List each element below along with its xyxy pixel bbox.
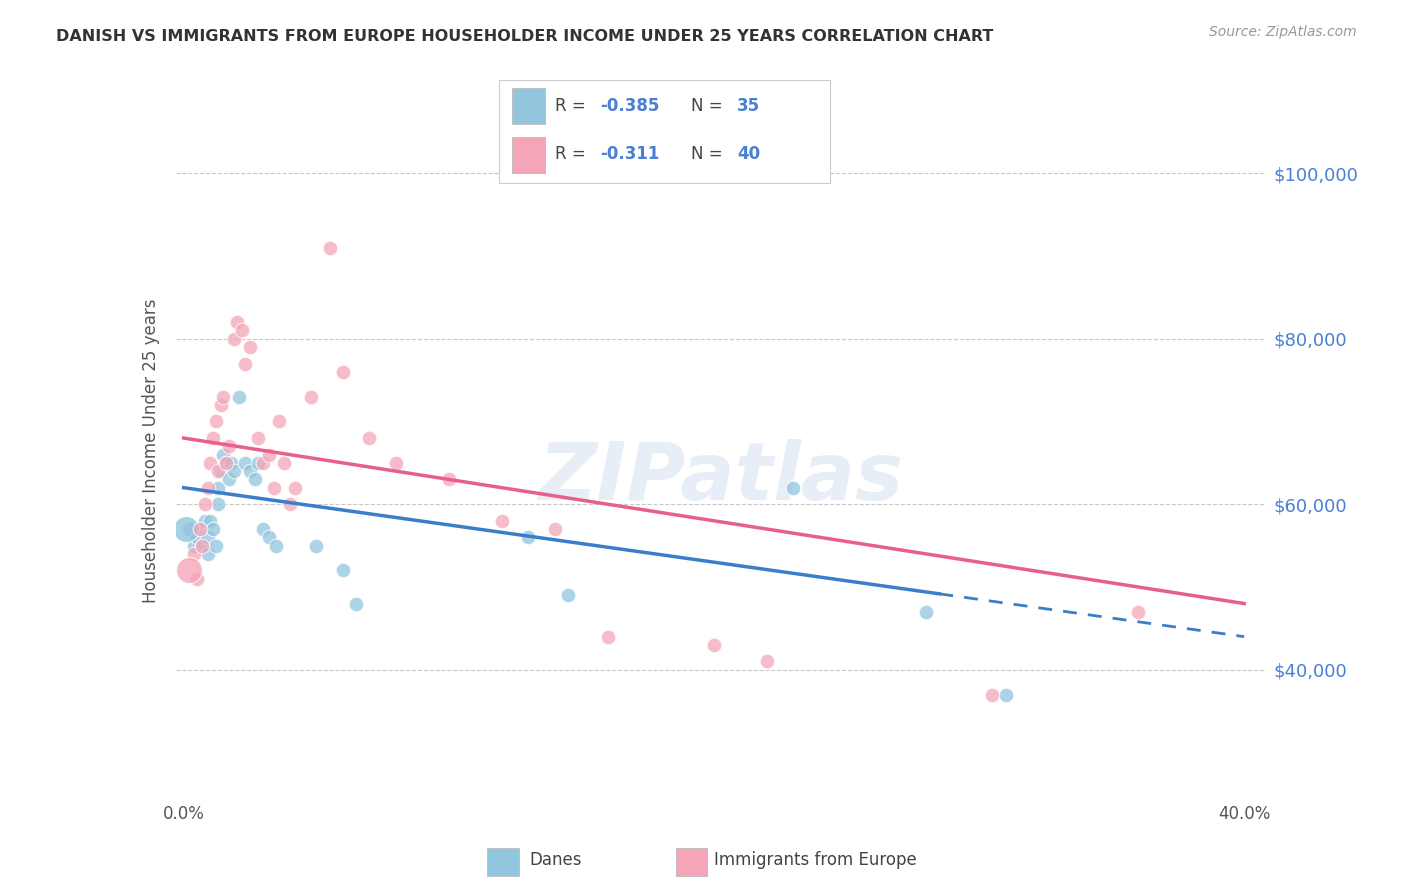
Point: [385, 456, 408, 470]
Point: [557, 588, 579, 602]
Point: [191, 539, 214, 553]
Point: [212, 448, 235, 462]
Point: [994, 688, 1017, 702]
Point: [188, 522, 211, 536]
Point: [201, 431, 224, 445]
Point: [183, 539, 205, 553]
Point: [252, 456, 274, 470]
Text: ZIPatlas: ZIPatlas: [538, 439, 903, 517]
Point: [177, 564, 200, 578]
Point: [544, 522, 567, 536]
Text: -0.311: -0.311: [600, 145, 659, 163]
Point: [981, 688, 1004, 702]
Point: [517, 530, 540, 544]
Point: [218, 439, 240, 453]
Point: [344, 597, 367, 611]
Text: Danes: Danes: [530, 851, 582, 870]
Point: [596, 630, 619, 644]
Bar: [512, 136, 546, 173]
Text: 40: 40: [737, 145, 761, 163]
Point: [245, 472, 267, 486]
Point: [197, 530, 219, 544]
Point: [233, 357, 256, 371]
Point: [188, 522, 211, 536]
Y-axis label: Householder Income Under 25 years: Householder Income Under 25 years: [142, 298, 160, 603]
Point: [332, 365, 354, 379]
Point: [191, 539, 214, 553]
Point: [197, 481, 219, 495]
Point: [246, 456, 269, 470]
Point: [194, 497, 217, 511]
Point: [437, 472, 460, 486]
Point: [782, 481, 804, 495]
Point: [177, 522, 200, 536]
Point: [186, 530, 208, 544]
Point: [197, 547, 219, 561]
Point: [299, 390, 322, 404]
Point: [332, 564, 354, 578]
Point: [284, 481, 307, 495]
Point: [278, 497, 301, 511]
Point: [200, 456, 222, 470]
Point: [204, 539, 226, 553]
Text: R =: R =: [555, 145, 592, 163]
Point: [176, 522, 198, 536]
Point: [233, 456, 256, 470]
Text: DANISH VS IMMIGRANTS FROM EUROPE HOUSEHOLDER INCOME UNDER 25 YEARS CORRELATION C: DANISH VS IMMIGRANTS FROM EUROPE HOUSEHO…: [56, 29, 994, 44]
Text: Immigrants from Europe: Immigrants from Europe: [714, 851, 917, 870]
Point: [207, 497, 229, 511]
Point: [239, 464, 262, 478]
Bar: [676, 847, 707, 876]
Point: [269, 415, 291, 429]
Point: [239, 340, 262, 354]
Point: [491, 514, 513, 528]
Point: [207, 464, 229, 478]
Point: [318, 241, 340, 255]
Point: [1126, 605, 1149, 619]
Point: [207, 481, 229, 495]
Text: R =: R =: [555, 97, 592, 115]
Point: [231, 323, 253, 337]
Text: N =: N =: [690, 145, 728, 163]
Point: [225, 315, 247, 329]
Point: [755, 655, 778, 669]
Point: [222, 464, 245, 478]
Text: N =: N =: [690, 97, 728, 115]
Point: [215, 456, 238, 470]
Point: [194, 514, 217, 528]
Point: [246, 431, 269, 445]
Point: [215, 456, 238, 470]
Point: [204, 415, 226, 429]
Point: [222, 332, 245, 346]
Point: [221, 456, 243, 470]
Point: [359, 431, 381, 445]
Point: [915, 605, 938, 619]
Point: [183, 547, 205, 561]
Point: [200, 514, 222, 528]
Point: [257, 448, 280, 462]
Text: 35: 35: [737, 97, 761, 115]
Point: [266, 539, 288, 553]
Text: -0.385: -0.385: [600, 97, 659, 115]
Point: [273, 456, 295, 470]
Point: [218, 472, 240, 486]
Text: Source: ZipAtlas.com: Source: ZipAtlas.com: [1209, 25, 1357, 39]
Point: [263, 481, 285, 495]
Point: [252, 522, 274, 536]
Bar: [486, 847, 519, 876]
Point: [209, 464, 232, 478]
Point: [186, 572, 208, 586]
Point: [305, 539, 328, 553]
Point: [209, 398, 232, 412]
Point: [703, 638, 725, 652]
Point: [228, 390, 250, 404]
Bar: [512, 88, 546, 124]
Point: [201, 522, 224, 536]
Point: [212, 390, 235, 404]
Point: [257, 530, 280, 544]
